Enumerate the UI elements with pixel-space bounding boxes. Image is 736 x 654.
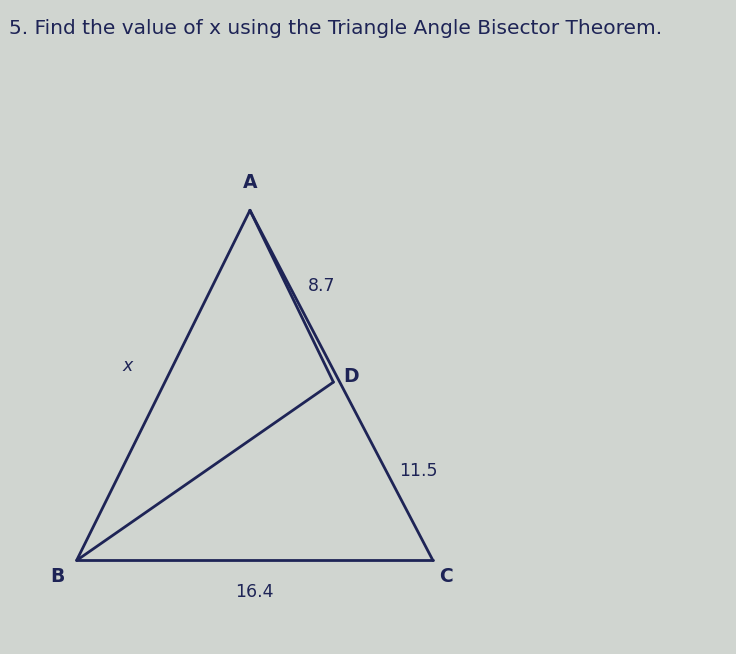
Text: 11.5: 11.5 [399,462,438,480]
Text: A: A [243,173,257,192]
Text: B: B [51,567,65,586]
Text: 8.7: 8.7 [308,277,335,296]
Text: C: C [439,567,453,586]
Text: D: D [344,368,359,387]
Text: 5. Find the value of x using the Triangle Angle Bisector Theorem.: 5. Find the value of x using the Triangl… [9,19,662,38]
Text: 16.4: 16.4 [236,583,274,601]
Text: x: x [123,357,133,375]
